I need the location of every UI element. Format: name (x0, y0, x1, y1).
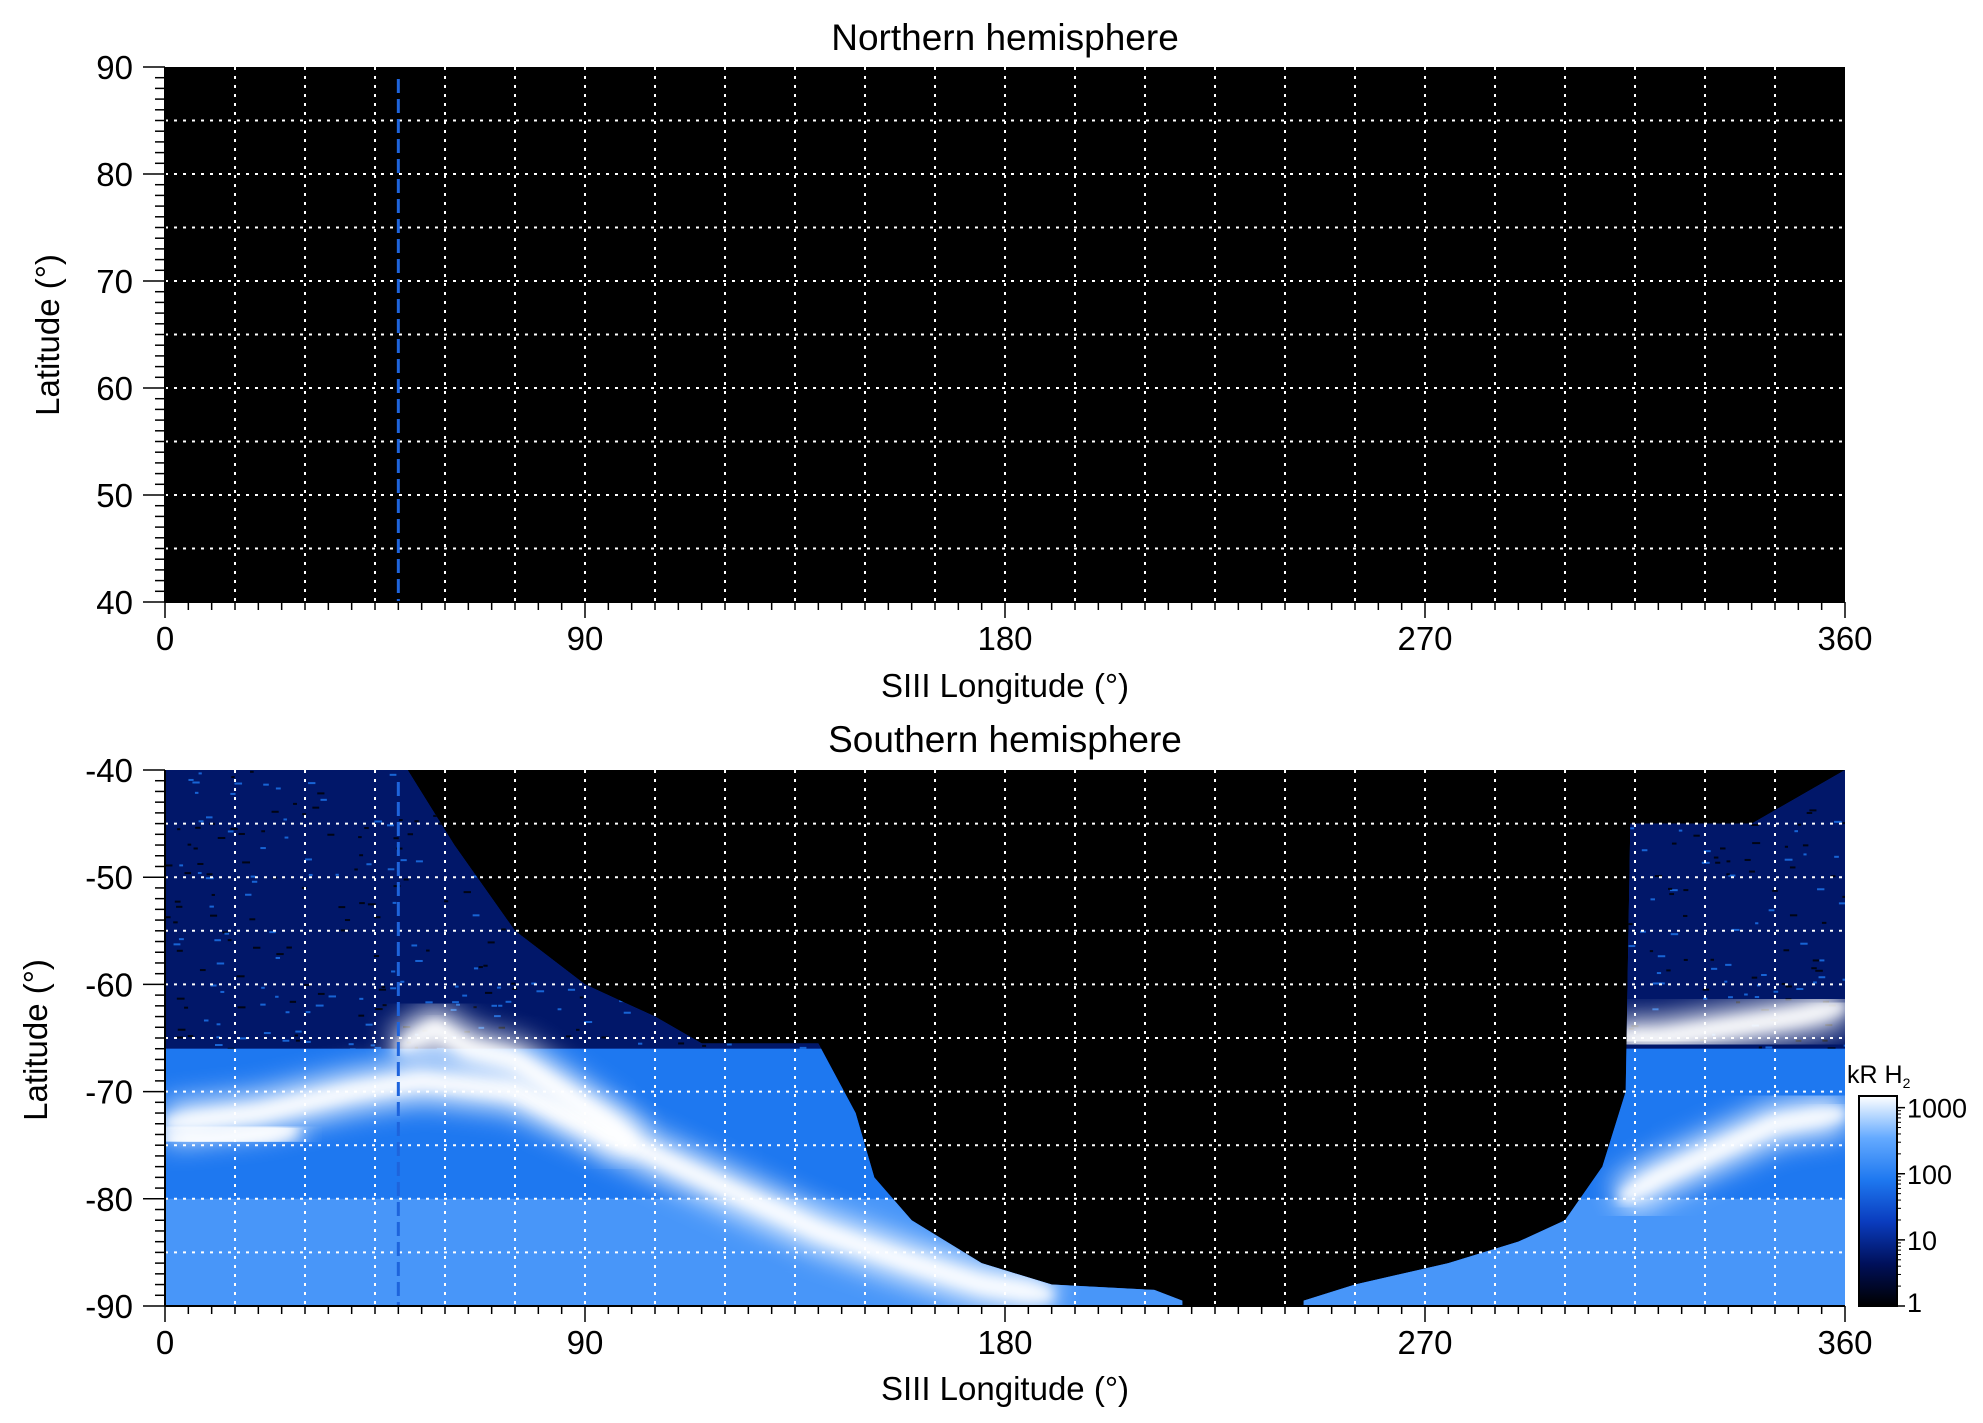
y-tick-label: 80 (96, 156, 133, 193)
colorbar-tick-label: 100 (1907, 1160, 1952, 1190)
x-tick-label: 90 (567, 620, 604, 657)
y-tick-label: -90 (85, 1288, 133, 1325)
x-tick-label: 270 (1397, 620, 1452, 657)
north-xlabel: SIII Longitude (°) (881, 667, 1129, 704)
x-tick-label: 360 (1817, 620, 1872, 657)
north-axes: 0 90 180 270 360 90 80 70 60 50 40 (96, 49, 1872, 657)
x-tick-label: 270 (1397, 1324, 1452, 1361)
colorbar-ticks: 1000 100 10 1 (1897, 1094, 1967, 1318)
colorbar-tick-label: 1 (1907, 1288, 1922, 1318)
y-tick-label: 70 (96, 263, 133, 300)
x-tick-label: 0 (156, 1324, 174, 1361)
y-tick-label: -60 (85, 966, 133, 1003)
x-tick-label: 360 (1817, 1324, 1872, 1361)
y-tick-label: 60 (96, 370, 133, 407)
colorbar-gradient (1858, 1095, 1898, 1307)
colorbar-tick-label: 10 (1907, 1226, 1937, 1256)
x-tick-label: 0 (156, 620, 174, 657)
x-tick-label: 180 (977, 620, 1032, 657)
north-grid (165, 67, 1845, 602)
y-tick-label: 40 (96, 584, 133, 621)
south-grid (165, 770, 1845, 1306)
colorbar: kR H2 1000 100 10 1 (1847, 1061, 1967, 1318)
y-tick-label: 90 (96, 49, 133, 86)
south-ylabel: Latitude (°) (17, 959, 54, 1121)
y-tick-label: -80 (85, 1181, 133, 1218)
colorbar-label: kR H2 (1847, 1061, 1911, 1091)
north-title: Northern hemisphere (831, 17, 1179, 58)
y-tick-label: 50 (96, 477, 133, 514)
south-axes: 0 90 180 270 360 -40 -50 -60 -70 -80 -90 (85, 752, 1872, 1361)
x-tick-label: 90 (567, 1324, 604, 1361)
y-tick-label: -50 (85, 859, 133, 896)
northern-panel: Northern hemisphere 0 90 180 270 360 90 80 70 60… (29, 17, 1873, 704)
x-tick-label: 180 (977, 1324, 1032, 1361)
colorbar-tick-label: 1000 (1907, 1094, 1967, 1124)
y-tick-label: -40 (85, 752, 133, 789)
south-title: Southern hemisphere (828, 719, 1182, 760)
southern-panel: Southern hemisphere 0 90 180 270 360 -40 -50 -6… (17, 719, 1873, 1407)
south-xlabel: SIII Longitude (°) (881, 1370, 1129, 1407)
y-tick-label: -70 (85, 1074, 133, 1111)
north-ylabel: Latitude (°) (29, 254, 66, 416)
